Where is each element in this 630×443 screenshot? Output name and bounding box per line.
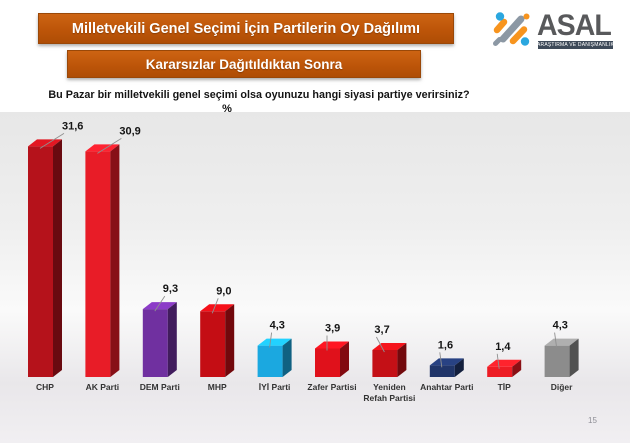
- bar-chart-canvas: 31,6 30,9 9,3 9,0 4,3 3,9 3,7 1,6 1,4 4,3: [28, 120, 579, 377]
- bar-side-face: [340, 341, 349, 377]
- bar-top-face: [28, 139, 62, 147]
- logo-brand-text: ASAL: [537, 9, 612, 42]
- logo-tagline-text: ARAŞTIRMA VE DANIŞMANLIK: [536, 41, 615, 49]
- value-label: 9,3: [163, 283, 178, 295]
- bar-top-face: [315, 341, 349, 349]
- bar-front-face: [315, 348, 340, 377]
- category-label: TİP: [497, 382, 511, 392]
- percent-unit-label: %: [222, 103, 232, 115]
- bar-top-face: [487, 359, 522, 367]
- bar-side-face: [397, 342, 407, 377]
- bar-front-face: [544, 345, 570, 377]
- category-label: Diğer: [550, 382, 573, 392]
- leader-line: [154, 295, 166, 312]
- leader-line: [269, 332, 273, 348]
- value-label: 1,6: [438, 339, 453, 351]
- leader-line: [554, 332, 558, 348]
- bar-side-face: [569, 338, 579, 377]
- category-label: İYİ Parti: [258, 382, 291, 392]
- bar-CHP: 31,6: [28, 120, 83, 377]
- title-banner-text: Milletvekili Genel Seçimi İçin Partileri…: [71, 20, 421, 37]
- category-label: Anahtar Parti: [420, 382, 474, 392]
- bar-front-face: [85, 151, 111, 377]
- category-label: DEM Parti: [139, 382, 180, 392]
- value-label: 9,0: [216, 285, 231, 297]
- bar-MHP: 9,0: [200, 285, 235, 377]
- leader-line: [376, 336, 385, 353]
- bar-top-face: [429, 358, 464, 366]
- category-label: MHP: [207, 382, 227, 392]
- survey-question: Bu Pazar bir milletvekili genel seçimi o…: [48, 89, 470, 101]
- value-label: 4,3: [270, 320, 285, 332]
- bar-front-face: [257, 345, 283, 377]
- category-label: Yeniden Refah Partisi: [363, 382, 416, 403]
- bar-side-face: [225, 304, 235, 377]
- bar-side-face: [282, 338, 292, 377]
- subtitle-banner-text: Kararsızlar Dağıtıldıktan Sonra: [145, 56, 343, 72]
- bar-AK Parti: 30,9: [85, 125, 141, 377]
- bar-front-face: [28, 146, 53, 377]
- subtitle-banner: Kararsızlar Dağıtıldıktan Sonra: [67, 50, 421, 78]
- value-label: 30,9: [119, 125, 140, 137]
- bar-side-face: [512, 359, 522, 377]
- category-label: Zafer Partisi: [307, 382, 357, 392]
- bar-Zafer Partisi: 3,9: [315, 323, 349, 377]
- value-label: 1,4: [495, 341, 511, 353]
- leader-line: [97, 138, 122, 154]
- bar-chart: 31,6 30,9 9,3 9,0 4,3 3,9 3,7 1,6 1,4 4,3 CHP AK P…: [0, 112, 630, 443]
- asal-logo: ASAL ARAŞTIRMA VE DANIŞMANLIK: [492, 10, 616, 50]
- bar-DEM Parti: 9,3: [142, 283, 178, 377]
- value-label: 31,6: [62, 120, 83, 132]
- value-label: 4,3: [553, 320, 568, 332]
- bar-side-face: [53, 139, 62, 377]
- bar-top-face: [200, 304, 235, 312]
- bar-Yeniden Refah Partisi: 3,7: [372, 324, 407, 377]
- bar-İYİ Parti: 4,3: [257, 320, 292, 377]
- bar-top-face: [257, 338, 292, 346]
- bar-Anahtar Parti: 1,6: [429, 339, 464, 377]
- bar-side-face: [167, 302, 177, 377]
- bar-front-face: [142, 309, 168, 377]
- bar-side-face: [110, 144, 120, 377]
- leader-line: [211, 298, 219, 314]
- title-banner: Milletvekili Genel Seçimi İçin Partileri…: [38, 13, 454, 44]
- value-label: 3,9: [325, 323, 340, 335]
- bar-Diğer: 4,3: [544, 320, 579, 377]
- leader-line: [39, 132, 65, 149]
- percent-dots-icon: [493, 12, 530, 46]
- page-number: 15: [588, 416, 597, 425]
- bar-front-face: [487, 366, 513, 377]
- bar-top-face: [544, 338, 579, 346]
- value-label: 3,7: [374, 324, 389, 336]
- leader-line: [496, 353, 500, 369]
- bar-top-face: [85, 144, 120, 152]
- category-label: AK Parti: [85, 382, 120, 392]
- bar-top-face: [142, 302, 177, 310]
- bar-TİP: 1,4: [487, 341, 522, 377]
- category-label: CHP: [36, 382, 54, 392]
- bar-side-face: [454, 358, 464, 377]
- bar-front-face: [429, 365, 455, 377]
- bar-front-face: [372, 349, 398, 377]
- leader-line: [439, 352, 443, 368]
- bar-front-face: [200, 311, 226, 377]
